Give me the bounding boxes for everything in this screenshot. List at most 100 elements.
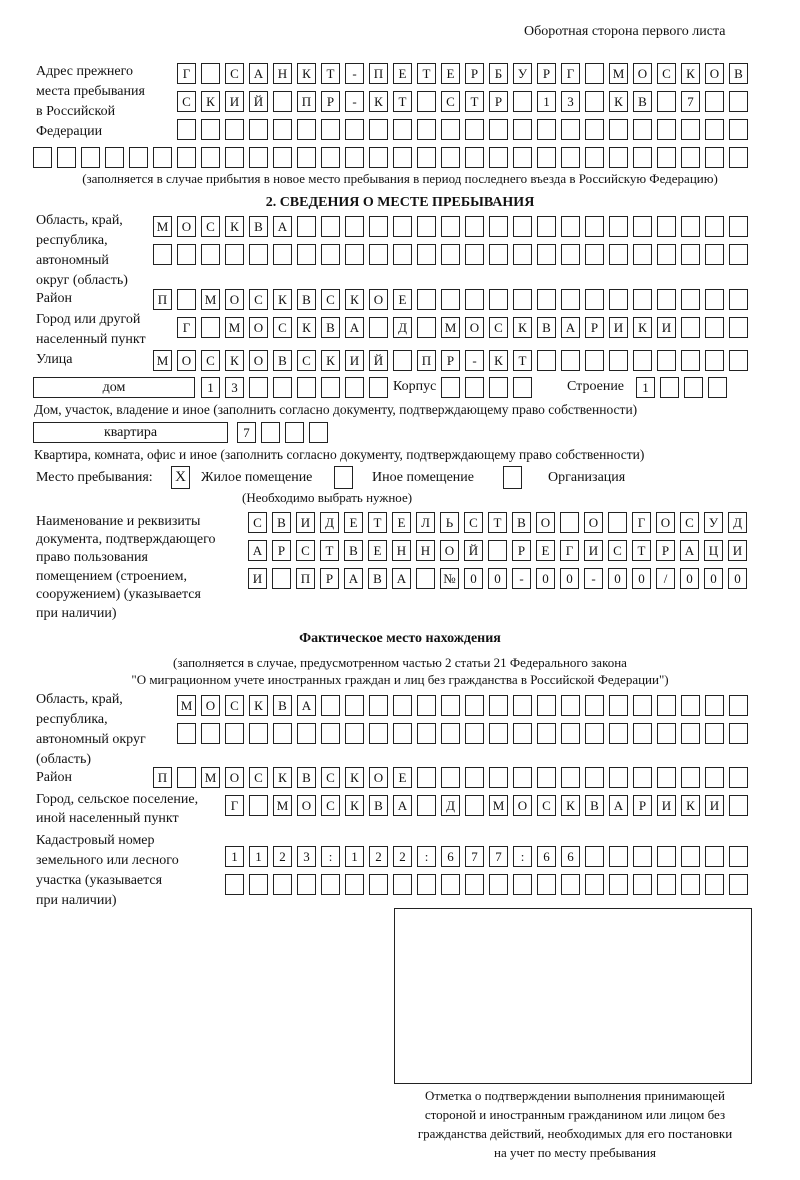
- char-cell[interactable]: М: [153, 216, 172, 237]
- char-cell[interactable]: О: [225, 767, 244, 788]
- char-cell[interactable]: [321, 216, 340, 237]
- char-cell[interactable]: [321, 119, 340, 140]
- char-cell[interactable]: [561, 244, 580, 265]
- char-cell[interactable]: А: [609, 795, 628, 816]
- char-cell[interactable]: О: [177, 350, 196, 371]
- char-cell[interactable]: Т: [513, 350, 532, 371]
- char-cell[interactable]: [417, 119, 436, 140]
- char-cell[interactable]: [513, 695, 532, 716]
- char-cell[interactable]: [729, 846, 748, 867]
- char-cell[interactable]: [537, 147, 556, 168]
- char-cell[interactable]: Е: [344, 512, 363, 533]
- char-cell[interactable]: [585, 244, 604, 265]
- char-cell[interactable]: [681, 119, 700, 140]
- char-cell[interactable]: [585, 846, 604, 867]
- char-cell[interactable]: Й: [249, 91, 268, 112]
- char-cell[interactable]: 7: [465, 846, 484, 867]
- char-cell[interactable]: И: [296, 512, 315, 533]
- char-cell[interactable]: [321, 244, 340, 265]
- char-cell[interactable]: К: [513, 317, 532, 338]
- char-cell[interactable]: [225, 244, 244, 265]
- char-cell[interactable]: Е: [441, 63, 460, 84]
- char-cell[interactable]: [705, 846, 724, 867]
- char-cell[interactable]: [369, 244, 388, 265]
- char-cell[interactable]: [393, 147, 412, 168]
- char-cell[interactable]: К: [561, 795, 580, 816]
- char-cell[interactable]: [705, 317, 724, 338]
- char-cell[interactable]: [609, 244, 628, 265]
- char-cell[interactable]: С: [657, 63, 676, 84]
- char-cell[interactable]: П: [369, 63, 388, 84]
- char-cell[interactable]: -: [345, 91, 364, 112]
- char-cell[interactable]: [681, 289, 700, 310]
- char-cell[interactable]: [201, 147, 220, 168]
- char-cell[interactable]: [489, 119, 508, 140]
- char-cell[interactable]: :: [417, 846, 436, 867]
- char-cell[interactable]: В: [512, 512, 531, 533]
- char-cell[interactable]: [633, 350, 652, 371]
- char-cell[interactable]: [225, 119, 244, 140]
- char-cell[interactable]: С: [489, 317, 508, 338]
- char-cell[interactable]: Б: [489, 63, 508, 84]
- char-cell[interactable]: [465, 119, 484, 140]
- char-cell[interactable]: 7: [681, 91, 700, 112]
- char-cell[interactable]: И: [728, 540, 747, 561]
- char-cell[interactable]: [729, 874, 748, 895]
- char-cell[interactable]: [345, 119, 364, 140]
- char-cell[interactable]: Т: [368, 512, 387, 533]
- char-cell[interactable]: 2: [393, 846, 412, 867]
- char-cell[interactable]: [729, 695, 748, 716]
- char-cell[interactable]: М: [225, 317, 244, 338]
- char-cell[interactable]: [609, 350, 628, 371]
- char-cell[interactable]: [489, 216, 508, 237]
- char-cell[interactable]: :: [321, 846, 340, 867]
- char-cell[interactable]: А: [344, 568, 363, 589]
- char-cell[interactable]: [489, 289, 508, 310]
- char-cell[interactable]: [393, 119, 412, 140]
- char-cell[interactable]: [153, 244, 172, 265]
- char-cell[interactable]: [705, 695, 724, 716]
- char-cell[interactable]: Д: [320, 512, 339, 533]
- char-cell[interactable]: [297, 723, 316, 744]
- char-cell[interactable]: [513, 723, 532, 744]
- char-cell[interactable]: К: [273, 289, 292, 310]
- char-cell[interactable]: О: [584, 512, 603, 533]
- char-cell[interactable]: [585, 695, 604, 716]
- char-cell[interactable]: [561, 767, 580, 788]
- char-cell[interactable]: [489, 874, 508, 895]
- char-cell[interactable]: [201, 119, 220, 140]
- char-cell[interactable]: [201, 63, 220, 84]
- char-cell[interactable]: [465, 377, 484, 398]
- char-cell[interactable]: [249, 377, 268, 398]
- char-cell[interactable]: С: [201, 350, 220, 371]
- char-cell[interactable]: [297, 244, 316, 265]
- char-cell[interactable]: М: [177, 695, 196, 716]
- char-cell[interactable]: [609, 874, 628, 895]
- char-cell[interactable]: [201, 317, 220, 338]
- char-cell[interactable]: А: [345, 317, 364, 338]
- char-cell[interactable]: У: [704, 512, 723, 533]
- char-cell[interactable]: -: [584, 568, 603, 589]
- char-cell[interactable]: [345, 147, 364, 168]
- char-cell[interactable]: А: [297, 695, 316, 716]
- char-cell[interactable]: 6: [441, 846, 460, 867]
- char-cell[interactable]: 0: [488, 568, 507, 589]
- char-cell[interactable]: А: [393, 795, 412, 816]
- char-cell[interactable]: [729, 216, 748, 237]
- char-cell[interactable]: [393, 695, 412, 716]
- char-cell[interactable]: Е: [368, 540, 387, 561]
- char-cell[interactable]: Р: [272, 540, 291, 561]
- char-cell[interactable]: [705, 874, 724, 895]
- char-cell[interactable]: Й: [369, 350, 388, 371]
- char-cell[interactable]: Ц: [704, 540, 723, 561]
- char-cell[interactable]: О: [369, 767, 388, 788]
- char-cell[interactable]: Р: [512, 540, 531, 561]
- char-cell[interactable]: [321, 377, 340, 398]
- char-cell[interactable]: [513, 377, 532, 398]
- apartment-type-field[interactable]: квартира: [33, 422, 228, 443]
- char-cell[interactable]: [657, 723, 676, 744]
- checkbox-other-premises[interactable]: [334, 466, 353, 489]
- char-cell[interactable]: [273, 119, 292, 140]
- char-cell[interactable]: [705, 119, 724, 140]
- char-cell[interactable]: [513, 119, 532, 140]
